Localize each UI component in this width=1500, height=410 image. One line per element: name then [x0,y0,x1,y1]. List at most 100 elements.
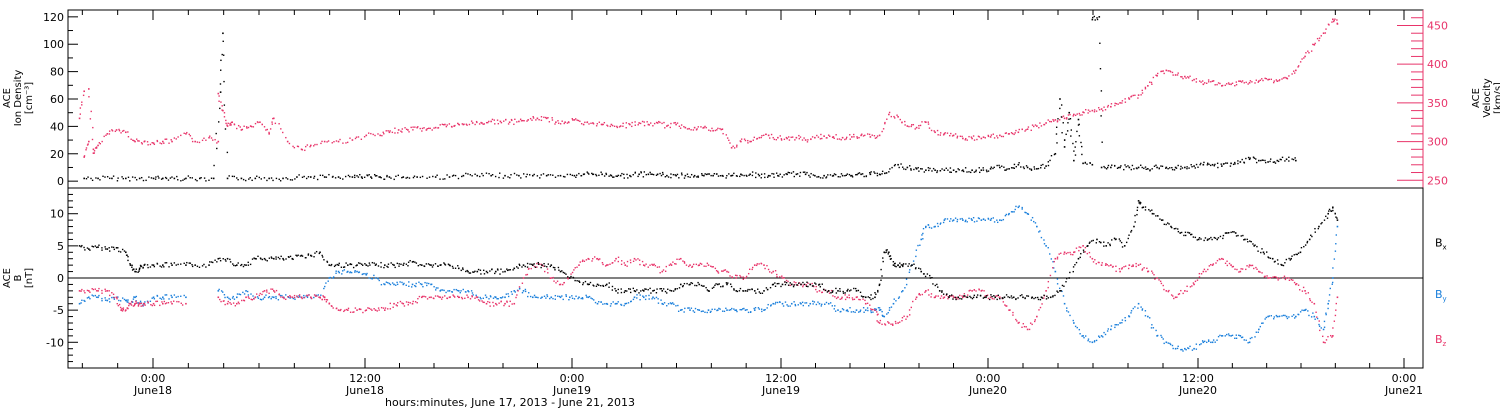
density-data-point [125,177,127,180]
field-tick-label: 0 [57,272,64,285]
field-bz-data-point [253,298,255,300]
density-data-point [680,172,683,174]
field-by-data-point [1207,339,1210,341]
field-bz-data-point [109,294,111,297]
field-bx-data-point [659,288,661,290]
field-bz-data-point [637,258,639,260]
field-bz-data-point [301,297,303,300]
field-bx-data-point [1200,238,1202,240]
field-bz-data-point [1322,341,1325,344]
velocity-data-point [729,142,731,144]
density-data-point [564,176,566,178]
density-data-point [832,174,835,177]
field-bx-data-point [91,245,93,248]
density-data-point [775,172,778,174]
field-bz-data-point [1101,262,1103,264]
field-by-data-point [1076,326,1078,329]
velocity-data-point [1258,80,1260,82]
field-by-data-point [131,301,134,303]
velocity-data-point [760,136,762,139]
field-bx-data-point [973,294,976,297]
velocity-data-point [1198,80,1201,82]
field-bz-data-point [668,264,671,266]
field-by-data-point [632,298,635,301]
density-data-point [426,177,428,179]
velocity-data-point [1187,76,1189,78]
field-bx-data-point [1136,209,1139,212]
field-bx-data-point [667,288,669,290]
field-by-data-point [812,303,814,305]
field-bz-data-point [456,295,459,298]
field-bz-data-point [339,309,341,312]
density-data-point [903,168,905,170]
field-bx-data-point [1216,238,1219,241]
field-bx-data-point [104,248,107,250]
velocity-data-point [970,136,973,138]
field-bz-data-point [1248,264,1251,266]
velocity-data-point [1307,50,1309,52]
field-bz-data-point [909,314,911,316]
field-by-data-point [401,281,403,284]
density-data-point [361,177,364,179]
velocity-data-point [1015,129,1017,132]
velocity-data-point [209,135,211,137]
field-bx-data-point [878,284,881,287]
field-by-data-point [159,297,161,299]
field-bx-data-point [1017,297,1019,299]
velocity-data-point [1134,94,1136,97]
field-by-data-point [977,217,980,219]
field-by-data-point [789,305,791,307]
field-bz-data-point [1002,301,1005,303]
field-by-data-point [97,296,99,299]
velocity-data-point [138,140,140,142]
field-by-data-point [927,224,930,226]
field-by-data-point [1322,328,1325,331]
field-by-data-point [171,296,173,299]
velocity-data-point [205,139,207,141]
field-bz-data-point [705,265,707,268]
field-bx-data-point [431,266,434,268]
field-by-data-point [944,218,946,220]
field-bz-data-point [1297,284,1300,286]
field-bz-data-point [877,321,880,323]
velocity-data-point [838,138,841,140]
velocity-data-point [1234,84,1236,87]
field-by-data-point [961,217,963,220]
field-bz-data-point [1253,267,1255,270]
density-data-point [1241,158,1243,161]
field-bz-data-point [1331,336,1333,338]
field-by-data-point [993,221,996,223]
velocity-data-point [93,150,96,152]
field-tick-label: 10 [50,208,64,221]
field-bx-data-point [307,253,310,255]
field-bx-data-point [233,264,235,267]
field-bz-data-point [476,296,479,299]
velocity-data-point [88,88,90,90]
field-bx-data-point [674,288,676,291]
field-bx-data-point [633,290,636,292]
field-bx-data-point [742,290,745,292]
velocity-data-point [98,142,101,144]
field-bz-data-point [711,266,713,268]
field-bx-data-point [151,264,153,266]
density-data-point [795,173,798,176]
velocity-data-point [1050,120,1053,123]
velocity-data-point [987,135,990,138]
field-bz-data-point [966,294,969,296]
field-bx-data-point [1306,242,1308,244]
field-bx-data-point [632,287,635,290]
velocity-data-point [647,123,650,126]
field-bx-data-point [620,288,622,290]
field-bx-data-point [589,281,592,284]
field-bz-data-point [133,304,136,307]
field-bx-data-point [326,261,329,263]
field-bx-data-point [1289,259,1291,261]
field-bz-data-point [489,305,491,307]
density-data-point [1203,161,1205,164]
field-bx-data-point [469,272,472,274]
velocity-data-point [218,95,220,97]
field-bx-data-point [881,275,883,277]
density-data-point [218,121,220,123]
velocity-data-point [1147,85,1149,87]
field-by-data-point [550,296,553,299]
